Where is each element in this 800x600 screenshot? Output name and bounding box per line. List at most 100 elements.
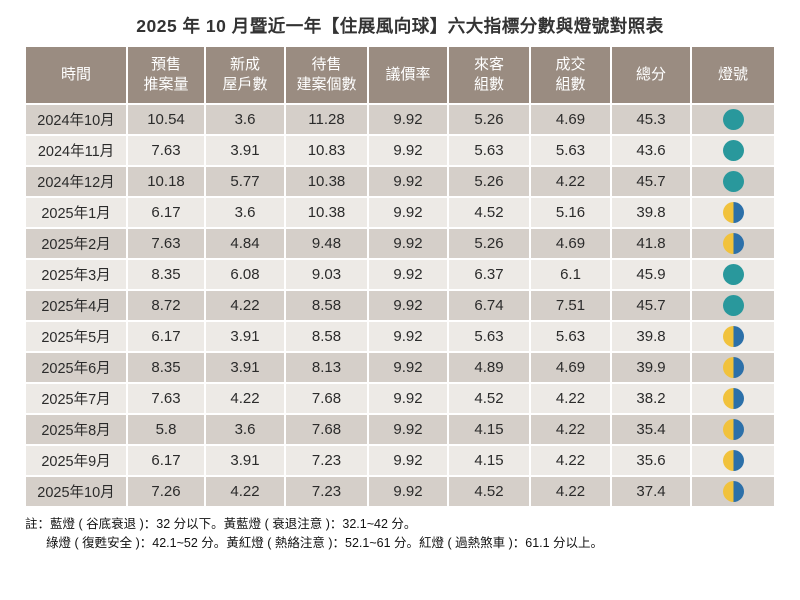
month-cell: 2025年8月: [26, 415, 126, 444]
table-row: 2025年2月 7.63 4.84 9.48 9.92 5.26 4.69 41.8: [26, 229, 774, 258]
light-cell: [692, 260, 774, 289]
value-cell: 4.22: [531, 477, 610, 506]
month-cell: 2025年9月: [26, 446, 126, 475]
value-cell: 4.69: [531, 105, 610, 134]
column-header: 來客 組數: [449, 47, 529, 103]
table-row: 2025年3月 8.35 6.08 9.03 9.92 6.37 6.1 45.9: [26, 260, 774, 289]
table-row: 2024年11月 7.63 3.91 10.83 9.92 5.63 5.63 43.6: [26, 136, 774, 165]
value-cell: 9.92: [369, 322, 447, 351]
value-cell: 9.92: [369, 105, 447, 134]
column-header: 成交 組數: [531, 47, 610, 103]
light-cell: [692, 477, 774, 506]
month-cell: 2025年7月: [26, 384, 126, 413]
value-cell: 4.22: [206, 477, 284, 506]
value-cell: 7.63: [128, 229, 204, 258]
value-cell: 6.37: [449, 260, 529, 289]
value-cell: 8.72: [128, 291, 204, 320]
light-cell: [692, 105, 774, 134]
value-cell: 35.4: [612, 415, 690, 444]
value-cell: 7.51: [531, 291, 610, 320]
yellow-blue-light-icon: [722, 419, 744, 440]
value-cell: 4.69: [531, 229, 610, 258]
value-cell: 9.92: [369, 477, 447, 506]
value-cell: 3.91: [206, 136, 284, 165]
light-cell: [692, 446, 774, 475]
green-light-icon: [722, 264, 744, 285]
value-cell: 9.92: [369, 136, 447, 165]
value-cell: 6.08: [206, 260, 284, 289]
value-cell: 6.17: [128, 446, 204, 475]
value-cell: 8.35: [128, 353, 204, 382]
value-cell: 7.26: [128, 477, 204, 506]
value-cell: 9.92: [369, 167, 447, 196]
month-cell: 2025年4月: [26, 291, 126, 320]
page-title: 2025 年 10 月暨近一年【住展風向球】六大指標分數與燈號對照表: [136, 16, 664, 36]
value-cell: 3.6: [206, 198, 284, 227]
yellow-blue-light-icon: [722, 481, 744, 502]
value-cell: 10.18: [128, 167, 204, 196]
value-cell: 4.69: [531, 353, 610, 382]
value-cell: 9.92: [369, 260, 447, 289]
value-cell: 8.35: [128, 260, 204, 289]
table-body: 2024年10月 10.54 3.6 11.28 9.92 5.26 4.69 45.3 202…: [26, 105, 774, 506]
light-cell: [692, 136, 774, 165]
value-cell: 5.77: [206, 167, 284, 196]
value-cell: 11.28: [286, 105, 367, 134]
value-cell: 5.63: [531, 322, 610, 351]
month-cell: 2025年5月: [26, 322, 126, 351]
value-cell: 4.22: [531, 384, 610, 413]
column-header: 預售 推案量: [128, 47, 204, 103]
column-header: 議價率: [369, 47, 447, 103]
green-light-icon: [722, 171, 744, 192]
month-cell: 2024年10月: [26, 105, 126, 134]
table-row: 2025年5月 6.17 3.91 8.58 9.92 5.63 5.63 39.8: [26, 322, 774, 351]
table-row: 2025年6月 8.35 3.91 8.13 9.92 4.89 4.69 39.9: [26, 353, 774, 382]
light-cell: [692, 167, 774, 196]
value-cell: 7.23: [286, 477, 367, 506]
value-cell: 9.92: [369, 229, 447, 258]
month-cell: 2025年10月: [26, 477, 126, 506]
yellow-blue-light-icon: [722, 357, 744, 378]
table-row: 2024年12月 10.18 5.77 10.38 9.92 5.26 4.22 45.7: [26, 167, 774, 196]
value-cell: 10.54: [128, 105, 204, 134]
value-cell: 9.92: [369, 198, 447, 227]
value-cell: 5.16: [531, 198, 610, 227]
header-row: 時間 預售 推案量 新成 屋戶數 待售 建案個數 議價率 來客 組數 成交 組數 總分 燈號: [26, 47, 774, 103]
column-header: 總分: [612, 47, 690, 103]
value-cell: 4.22: [206, 291, 284, 320]
table-row: 2025年7月 7.63 4.22 7.68 9.92 4.52 4.22 38.2: [26, 384, 774, 413]
light-cell: [692, 353, 774, 382]
value-cell: 7.63: [128, 384, 204, 413]
value-cell: 39.8: [612, 198, 690, 227]
yellow-blue-light-icon: [722, 388, 744, 409]
light-cell: [692, 384, 774, 413]
value-cell: 9.92: [369, 415, 447, 444]
table-row: 2025年8月 5.8 3.6 7.68 9.92 4.15 4.22 35.4: [26, 415, 774, 444]
yellow-blue-light-icon: [722, 202, 744, 223]
value-cell: 7.68: [286, 384, 367, 413]
indicator-table: 時間 預售 推案量 新成 屋戶數 待售 建案個數 議價率 來客 組數 成交 組數 總分 燈號 2…: [24, 45, 776, 508]
value-cell: 7.68: [286, 415, 367, 444]
column-header: 新成 屋戶數: [206, 47, 284, 103]
value-cell: 8.13: [286, 353, 367, 382]
value-cell: 9.03: [286, 260, 367, 289]
value-cell: 8.58: [286, 291, 367, 320]
table-row: 2025年9月 6.17 3.91 7.23 9.92 4.15 4.22 35.6: [26, 446, 774, 475]
value-cell: 4.84: [206, 229, 284, 258]
value-cell: 35.6: [612, 446, 690, 475]
value-cell: 4.52: [449, 384, 529, 413]
value-cell: 5.26: [449, 105, 529, 134]
value-cell: 4.15: [449, 415, 529, 444]
table-row: 2025年1月 6.17 3.6 10.38 9.92 4.52 5.16 39.8: [26, 198, 774, 227]
month-cell: 2025年6月: [26, 353, 126, 382]
value-cell: 43.6: [612, 136, 690, 165]
value-cell: 5.63: [449, 322, 529, 351]
value-cell: 9.92: [369, 384, 447, 413]
month-cell: 2025年3月: [26, 260, 126, 289]
table-row: 2024年10月 10.54 3.6 11.28 9.92 5.26 4.69 45.3: [26, 105, 774, 134]
value-cell: 7.23: [286, 446, 367, 475]
value-cell: 4.22: [531, 415, 610, 444]
value-cell: 3.91: [206, 353, 284, 382]
value-cell: 4.22: [531, 446, 610, 475]
